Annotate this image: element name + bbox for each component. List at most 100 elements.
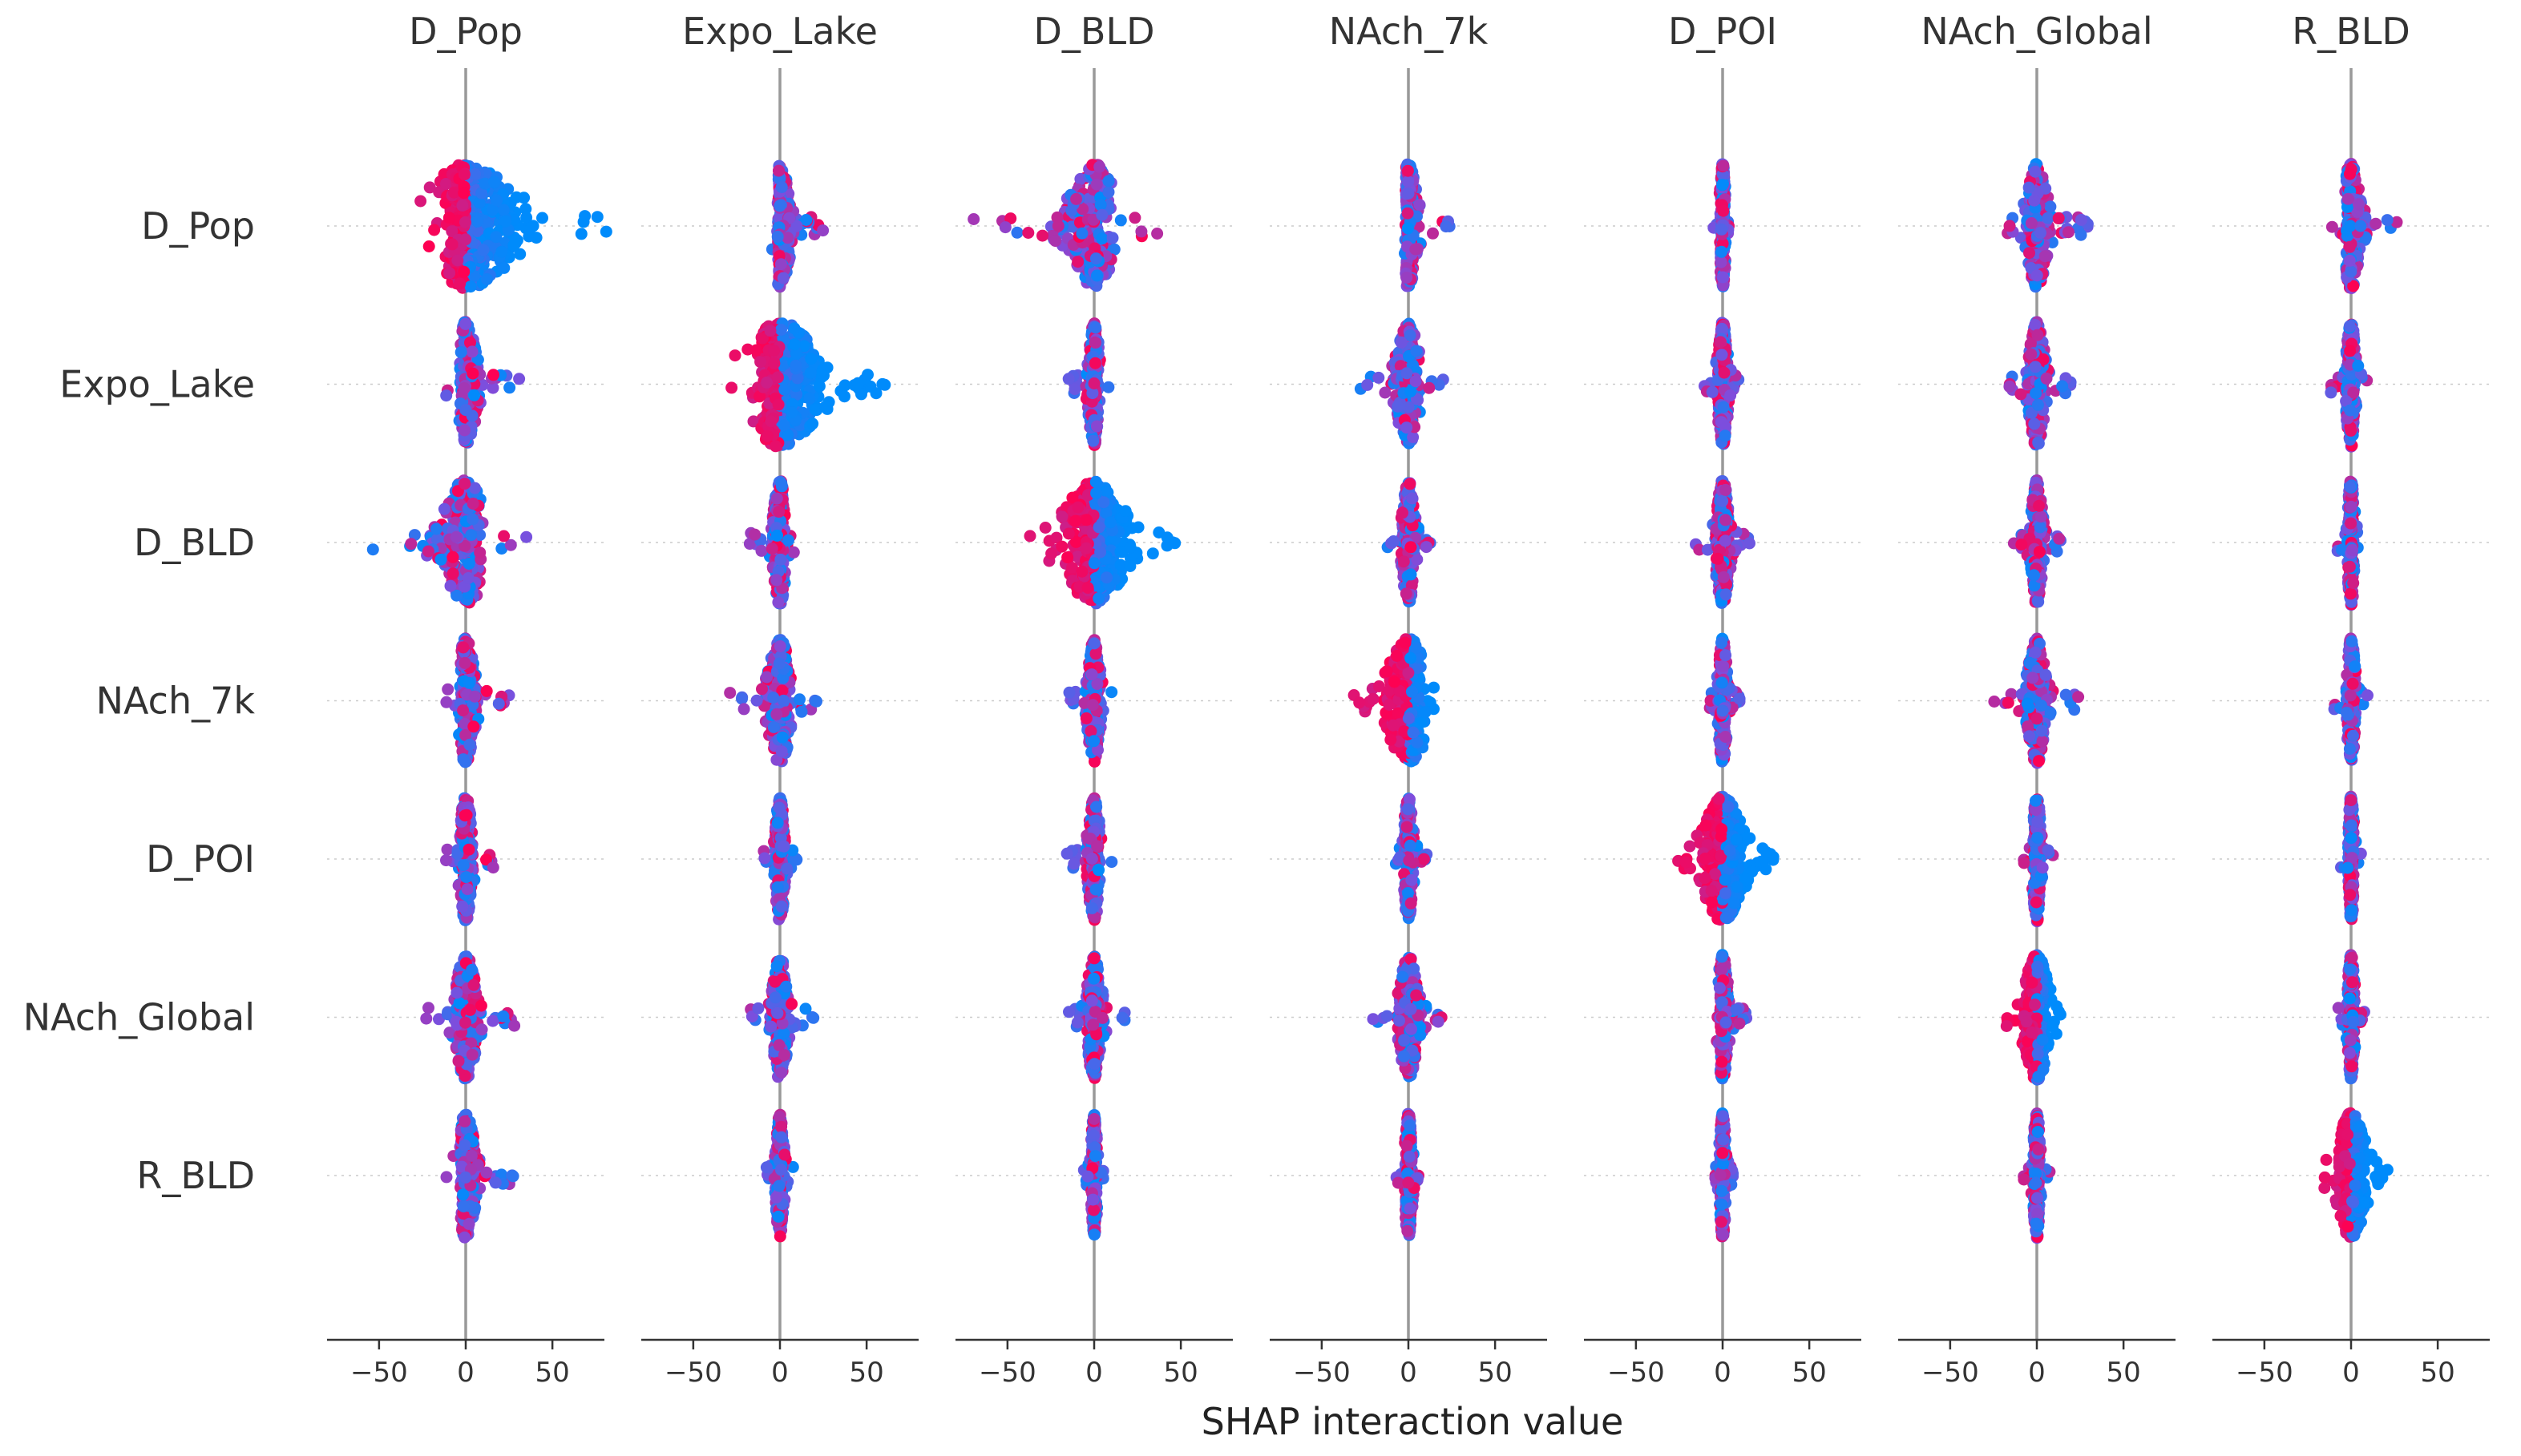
shap-point [2056, 380, 2068, 392]
shap-point [2075, 214, 2087, 226]
shap-point [1012, 227, 1024, 239]
shap-point [2039, 250, 2051, 262]
shap-point [1082, 582, 1094, 594]
shap-point [1089, 357, 1101, 369]
shap-point [2044, 200, 2056, 212]
shap-point [2353, 198, 2365, 210]
shap-point [1093, 161, 1105, 173]
shap-point [2062, 226, 2075, 238]
shap-point [2344, 321, 2356, 333]
shap-point [2014, 389, 2026, 401]
shap-point [2032, 399, 2044, 411]
shap-point [488, 176, 500, 188]
shap-point [772, 371, 784, 383]
shap-point [2344, 345, 2356, 357]
shap-point [491, 195, 503, 207]
shap-point [2326, 221, 2338, 233]
shap-point [1404, 385, 1416, 397]
shap-point [2028, 418, 2040, 430]
shap-point [498, 262, 510, 274]
shap-point [762, 430, 774, 442]
shap-point [423, 240, 435, 252]
shap-point [1400, 421, 1412, 434]
shap-point [1107, 232, 1119, 244]
shap-point [1718, 401, 1730, 413]
shap-point [424, 181, 436, 193]
shap-point [578, 216, 590, 228]
shap-point [498, 204, 510, 216]
shap-point [1087, 435, 1099, 447]
shap-point [754, 356, 766, 368]
shap-point [459, 382, 471, 394]
shap-point [749, 529, 761, 541]
shap-point [451, 255, 463, 267]
shap-point [536, 212, 548, 224]
shap-point [2342, 193, 2354, 205]
shap-point [1717, 272, 1729, 284]
shap-point [770, 440, 782, 452]
shap-point [445, 580, 457, 592]
shap-point [2344, 405, 2356, 417]
shap-point [773, 398, 785, 410]
shap-point [2031, 269, 2043, 281]
shap-point [519, 203, 531, 215]
shap-point [459, 216, 471, 228]
shap-point [592, 211, 604, 223]
shap-point [879, 379, 891, 391]
shap-point [527, 220, 539, 232]
shap-point [2028, 195, 2040, 207]
shap-point [468, 389, 480, 401]
shap-point [729, 349, 741, 361]
shap-point [531, 232, 543, 244]
shap-point [1716, 179, 1728, 191]
shap-point [1717, 159, 1729, 171]
shap-point [774, 554, 786, 566]
shap-point [1089, 377, 1101, 389]
shap-point [855, 388, 867, 400]
shap-point [1406, 493, 1418, 505]
shap-point [805, 367, 817, 379]
shap-point [2023, 182, 2035, 194]
shap-point [782, 534, 794, 547]
shap-point [2382, 214, 2394, 226]
shap-point [1049, 235, 1061, 247]
shap-point [2344, 220, 2356, 232]
shap-point [503, 381, 515, 393]
shap-point [766, 542, 778, 555]
shap-point [2030, 387, 2042, 399]
shap-point [1072, 256, 1084, 268]
shap-point [772, 231, 784, 243]
shap-point [2004, 220, 2016, 232]
shap-point [806, 417, 818, 430]
shap-point [1717, 205, 1729, 217]
shap-point [1413, 199, 1425, 211]
shap-point [1091, 421, 1103, 433]
shap-point [459, 318, 471, 330]
shap-point [1151, 228, 1163, 240]
shap-point [776, 181, 788, 193]
shap-point [2029, 319, 2041, 331]
shap-point [778, 384, 790, 396]
shap-point [1061, 551, 1073, 563]
shap-point [1133, 522, 1145, 534]
shap-point [1089, 557, 1101, 569]
shap-point [1090, 476, 1102, 488]
shap-point [447, 567, 459, 579]
shap-point [774, 200, 786, 212]
shap-point [1404, 478, 1416, 490]
shap-point [1400, 272, 1412, 284]
shap-point [2354, 220, 2366, 232]
shap-point [1024, 530, 1036, 542]
shap-point [1400, 367, 1412, 379]
shap-point [1081, 514, 1093, 526]
shap-point [1090, 487, 1102, 499]
shap-point [1089, 337, 1101, 349]
shap-point [576, 228, 588, 240]
shap-point [465, 529, 477, 541]
shap-point [1091, 270, 1103, 282]
shap-point [1396, 337, 1408, 349]
shap-point [450, 531, 463, 543]
shap-point [1045, 547, 1057, 559]
shap-point [1162, 531, 1174, 543]
